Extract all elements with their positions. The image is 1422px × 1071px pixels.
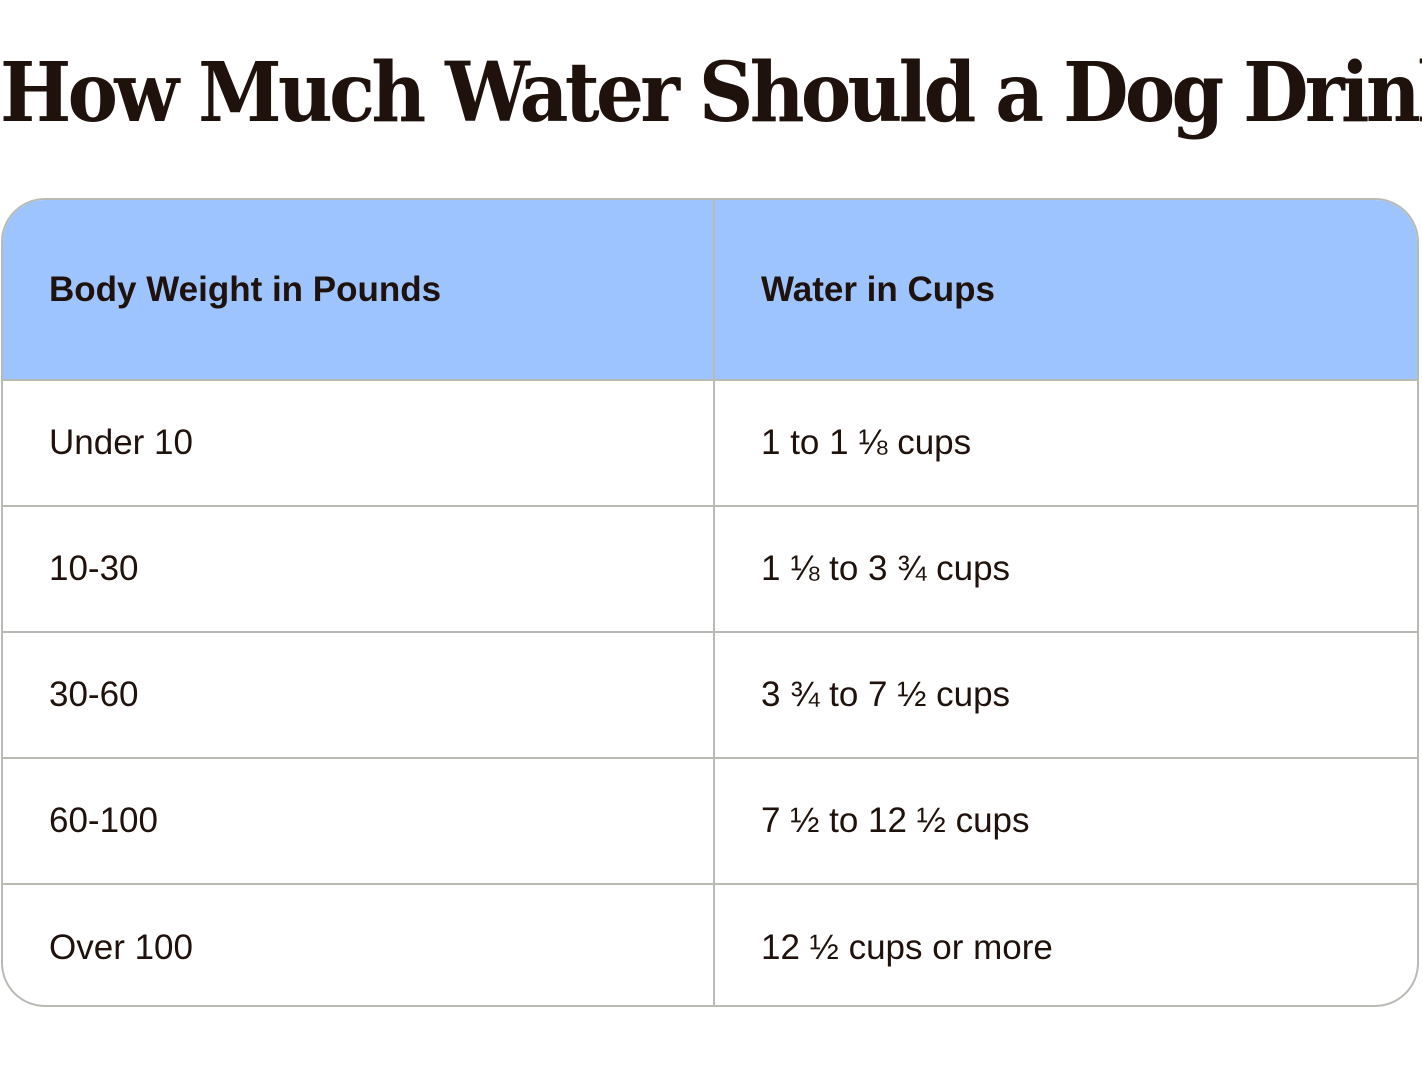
- weight-cell: 60-100: [3, 757, 714, 884]
- table-row: Over 100 12 ½ cups or more: [3, 883, 1417, 1005]
- header-row: Body Weight in Pounds Water in Cups: [3, 200, 1417, 381]
- water-intake-table: Body Weight in Pounds Water in Cups Unde…: [1, 198, 1419, 1007]
- header-water-cups: Water in Cups: [713, 200, 1417, 381]
- water-cell: 1 ⅛ to 3 ¾ cups: [713, 505, 1417, 632]
- table-row: 60-100 7 ½ to 12 ½ cups: [3, 757, 1417, 884]
- weight-cell: Over 100: [3, 883, 714, 1005]
- weight-cell: 10-30: [3, 505, 714, 632]
- table-body: Under 10 1 to 1 ⅛ cups 10-30 1 ⅛ to 3 ¾ …: [3, 380, 1417, 1005]
- page-title: How Much Water Should a Dog Drink: [0, 45, 1422, 141]
- water-cell: 3 ¾ to 7 ½ cups: [713, 631, 1417, 758]
- table-row: 10-30 1 ⅛ to 3 ¾ cups: [3, 505, 1417, 632]
- water-cell: 1 to 1 ⅛ cups: [713, 380, 1417, 506]
- weight-cell: 30-60: [3, 631, 714, 758]
- weight-cell: Under 10: [49, 423, 193, 462]
- table-row: 30-60 3 ¾ to 7 ½ cups: [3, 631, 1417, 758]
- water-table: Body Weight in Pounds Water in Cups Unde…: [3, 200, 1417, 1005]
- water-cell: 12 ½ cups or more: [713, 883, 1417, 1005]
- table-header: Body Weight in Pounds Water in Cups: [3, 200, 1417, 381]
- water-cell: 7 ½ to 12 ½ cups: [713, 757, 1417, 884]
- header-body-weight: Body Weight in Pounds: [3, 200, 714, 381]
- table-row: Under 10 1 to 1 ⅛ cups: [3, 380, 1417, 506]
